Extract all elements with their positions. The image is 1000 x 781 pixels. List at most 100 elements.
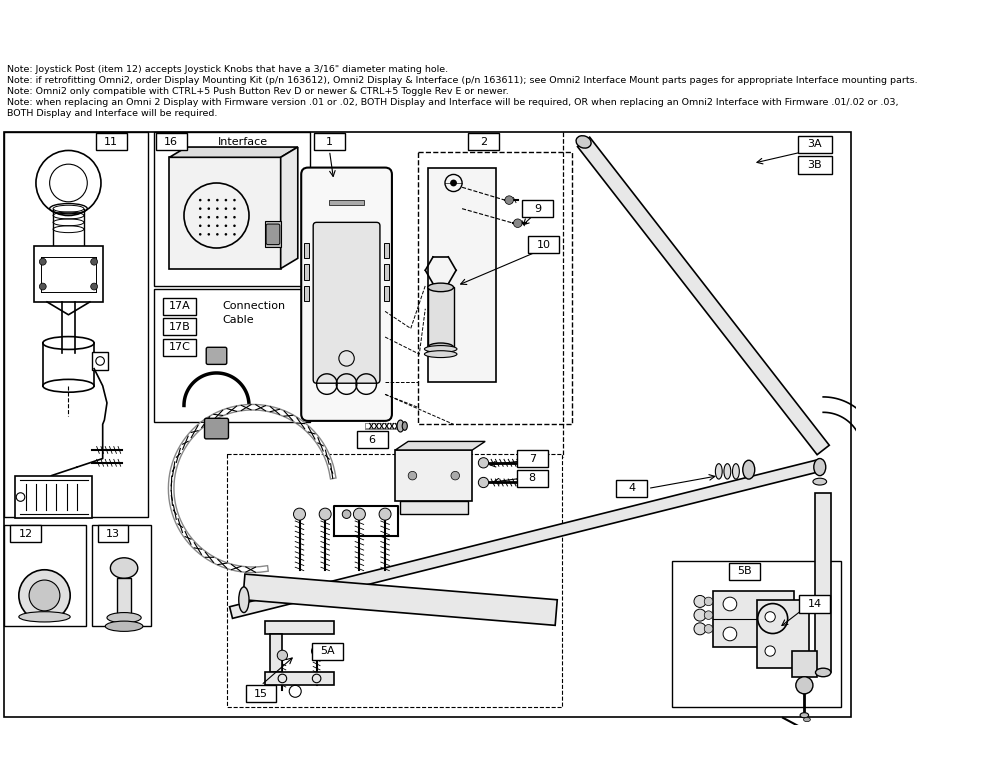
Bar: [798, 156, 832, 173]
Ellipse shape: [107, 612, 141, 622]
Bar: [517, 469, 548, 487]
Bar: [713, 591, 794, 647]
Ellipse shape: [110, 558, 138, 578]
Circle shape: [233, 199, 236, 201]
Ellipse shape: [105, 621, 143, 631]
FancyBboxPatch shape: [301, 168, 392, 421]
Text: Interface: Interface: [218, 137, 268, 147]
Circle shape: [199, 233, 202, 236]
Circle shape: [39, 259, 46, 265]
Text: 1: 1: [326, 137, 333, 147]
Bar: [384, 286, 389, 301]
Bar: [517, 450, 548, 467]
Ellipse shape: [743, 460, 755, 479]
Ellipse shape: [428, 343, 454, 351]
Circle shape: [704, 597, 713, 606]
Ellipse shape: [576, 136, 591, 148]
Ellipse shape: [239, 587, 249, 612]
Bar: [117, 578, 131, 617]
Circle shape: [216, 216, 219, 219]
Ellipse shape: [397, 420, 404, 432]
Circle shape: [478, 477, 489, 487]
Bar: [357, 431, 388, 448]
Ellipse shape: [428, 283, 454, 291]
Bar: [798, 136, 832, 153]
Bar: [304, 264, 309, 280]
Text: 8: 8: [529, 473, 536, 483]
Circle shape: [319, 508, 331, 520]
Circle shape: [694, 595, 706, 608]
Bar: [428, 168, 496, 381]
Text: 7: 7: [529, 454, 536, 464]
Polygon shape: [578, 137, 829, 455]
Bar: [169, 157, 281, 269]
Circle shape: [311, 646, 322, 656]
Circle shape: [208, 199, 210, 201]
Text: Note: if retrofitting Omni2, order Display Mounting Kit (p/n 163612), Omni2 Disp: Note: if retrofitting Omni2, order Displ…: [7, 76, 917, 85]
Bar: [246, 685, 276, 702]
Circle shape: [233, 233, 236, 236]
Bar: [265, 672, 334, 685]
Bar: [156, 134, 187, 151]
Bar: [92, 351, 108, 370]
Bar: [4, 132, 851, 717]
Bar: [4, 526, 86, 626]
Circle shape: [91, 283, 98, 290]
Circle shape: [765, 612, 775, 622]
Bar: [729, 563, 760, 580]
Ellipse shape: [19, 612, 70, 622]
Circle shape: [233, 216, 236, 219]
Text: 2: 2: [480, 137, 487, 147]
Bar: [163, 298, 196, 315]
Circle shape: [723, 597, 737, 611]
Ellipse shape: [815, 669, 831, 677]
Bar: [265, 621, 334, 634]
Bar: [329, 200, 364, 205]
Polygon shape: [243, 574, 557, 626]
Text: 10: 10: [536, 240, 550, 250]
Bar: [34, 246, 103, 302]
Circle shape: [796, 677, 813, 694]
Bar: [418, 152, 572, 424]
Text: 13: 13: [106, 529, 120, 539]
Bar: [616, 480, 647, 497]
Polygon shape: [169, 147, 298, 157]
Circle shape: [208, 224, 210, 227]
Text: 15: 15: [254, 689, 268, 699]
Circle shape: [208, 233, 210, 236]
Ellipse shape: [402, 422, 407, 430]
Text: Note: Joystick Post (item 12) accepts Joystick Knobs that have a 3/16" diameter : Note: Joystick Post (item 12) accepts Jo…: [7, 65, 448, 74]
Bar: [304, 286, 309, 301]
Circle shape: [505, 196, 513, 205]
Circle shape: [199, 199, 202, 201]
Circle shape: [694, 622, 706, 635]
Polygon shape: [230, 459, 821, 619]
Text: 5A: 5A: [320, 646, 335, 656]
Circle shape: [225, 216, 227, 219]
Ellipse shape: [424, 345, 457, 352]
FancyBboxPatch shape: [206, 348, 227, 365]
Ellipse shape: [424, 351, 457, 358]
Polygon shape: [281, 147, 298, 269]
Bar: [98, 526, 128, 542]
FancyBboxPatch shape: [205, 419, 228, 439]
Bar: [163, 339, 196, 356]
Text: 6: 6: [369, 435, 376, 444]
Bar: [15, 476, 92, 519]
Bar: [468, 134, 499, 151]
Text: 5B: 5B: [737, 566, 752, 576]
Text: BOTH Display and Interface will be required.: BOTH Display and Interface will be requi…: [7, 109, 217, 119]
Bar: [314, 134, 345, 151]
Circle shape: [19, 570, 70, 621]
Circle shape: [29, 580, 60, 611]
Circle shape: [704, 611, 713, 619]
FancyBboxPatch shape: [313, 223, 380, 383]
Text: Connection: Connection: [222, 301, 286, 311]
Text: 3B: 3B: [807, 160, 822, 170]
FancyBboxPatch shape: [266, 224, 280, 244]
Text: 14: 14: [808, 599, 822, 609]
Circle shape: [208, 208, 210, 210]
Circle shape: [216, 199, 219, 201]
Circle shape: [91, 259, 98, 265]
Circle shape: [513, 219, 522, 227]
